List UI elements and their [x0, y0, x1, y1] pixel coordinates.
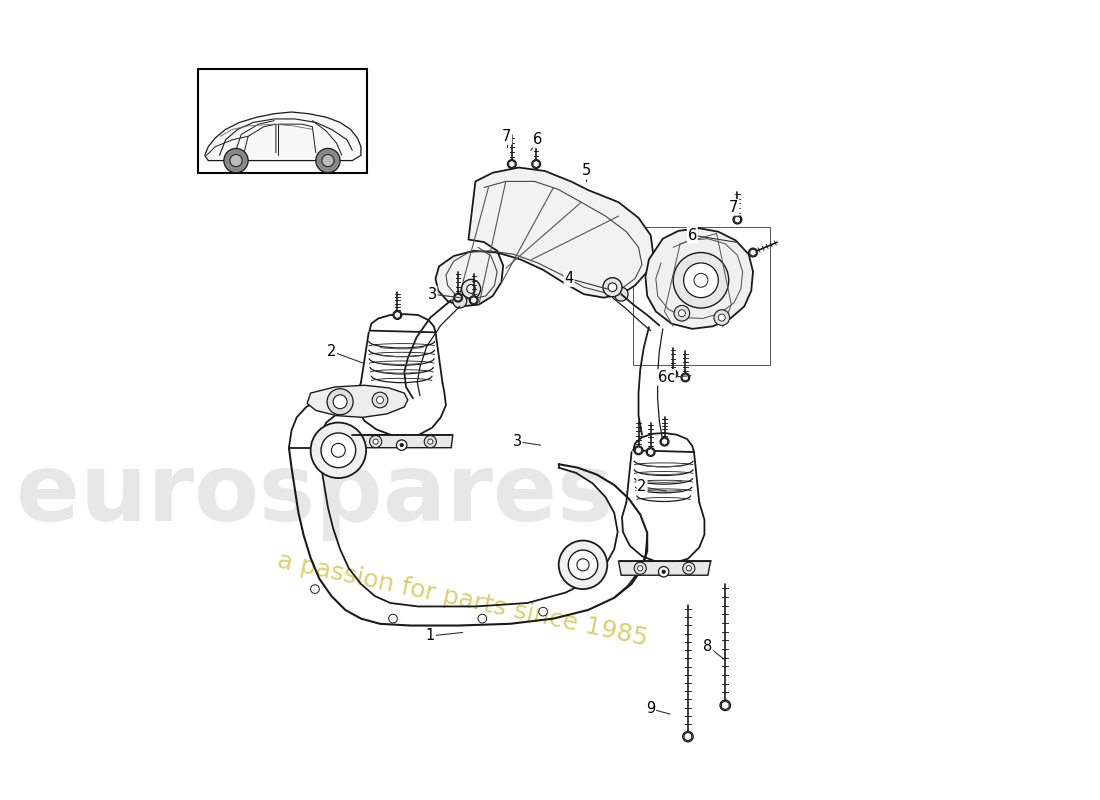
Circle shape	[333, 394, 346, 409]
Polygon shape	[352, 434, 453, 448]
Circle shape	[531, 160, 540, 168]
Text: 3: 3	[428, 286, 437, 302]
Circle shape	[310, 422, 366, 478]
Text: 1: 1	[426, 629, 434, 643]
Text: 3: 3	[513, 434, 521, 449]
Circle shape	[400, 443, 404, 447]
Circle shape	[569, 550, 597, 579]
Circle shape	[603, 278, 622, 297]
Text: 2: 2	[327, 344, 337, 359]
Text: 6: 6	[688, 228, 697, 242]
Circle shape	[372, 392, 388, 408]
Circle shape	[322, 154, 334, 166]
Circle shape	[669, 370, 678, 378]
Circle shape	[376, 397, 384, 403]
Text: 5: 5	[582, 163, 591, 178]
Circle shape	[683, 731, 693, 742]
Circle shape	[638, 566, 642, 571]
Circle shape	[614, 287, 628, 301]
Circle shape	[478, 614, 486, 623]
Circle shape	[373, 439, 378, 444]
Circle shape	[674, 306, 690, 321]
Polygon shape	[307, 386, 408, 418]
Circle shape	[453, 294, 466, 308]
Circle shape	[321, 433, 355, 468]
Circle shape	[331, 443, 345, 458]
Circle shape	[310, 585, 319, 594]
Circle shape	[673, 253, 728, 308]
Circle shape	[396, 440, 407, 450]
Circle shape	[453, 294, 462, 302]
Circle shape	[683, 562, 695, 574]
Circle shape	[388, 614, 397, 623]
Circle shape	[659, 566, 669, 577]
Polygon shape	[205, 112, 361, 161]
Circle shape	[608, 283, 617, 291]
Circle shape	[470, 296, 478, 305]
Circle shape	[393, 310, 402, 319]
Polygon shape	[618, 562, 711, 575]
Text: 7: 7	[502, 129, 512, 144]
Circle shape	[683, 263, 718, 298]
Circle shape	[681, 373, 690, 382]
Circle shape	[749, 248, 758, 257]
Polygon shape	[646, 228, 754, 329]
Circle shape	[466, 285, 475, 294]
Text: 6: 6	[534, 132, 542, 147]
Circle shape	[679, 310, 685, 317]
Text: 4: 4	[564, 271, 574, 286]
Circle shape	[733, 215, 741, 224]
Circle shape	[559, 541, 607, 589]
FancyBboxPatch shape	[198, 69, 367, 173]
Circle shape	[370, 435, 382, 448]
Circle shape	[718, 314, 725, 321]
Circle shape	[327, 389, 353, 414]
Circle shape	[230, 154, 242, 166]
Text: 7: 7	[729, 200, 738, 215]
Circle shape	[635, 446, 642, 454]
Text: 9: 9	[646, 702, 656, 716]
Circle shape	[662, 570, 665, 574]
Circle shape	[462, 279, 481, 298]
Circle shape	[316, 149, 340, 173]
Circle shape	[576, 558, 590, 571]
Circle shape	[660, 438, 669, 446]
Circle shape	[714, 310, 729, 326]
Circle shape	[507, 160, 516, 168]
Circle shape	[694, 274, 708, 287]
Circle shape	[686, 566, 692, 571]
Circle shape	[425, 435, 437, 448]
Circle shape	[720, 700, 730, 710]
Circle shape	[428, 439, 433, 444]
Text: 2: 2	[637, 479, 647, 494]
Circle shape	[224, 149, 249, 173]
Text: 6c: 6c	[658, 370, 675, 385]
Polygon shape	[436, 167, 653, 306]
Text: eurospares: eurospares	[16, 450, 614, 542]
Circle shape	[635, 562, 647, 574]
Text: 8: 8	[703, 639, 713, 654]
Circle shape	[647, 448, 654, 456]
Circle shape	[539, 607, 548, 616]
Text: a passion for parts since 1985: a passion for parts since 1985	[275, 549, 650, 650]
